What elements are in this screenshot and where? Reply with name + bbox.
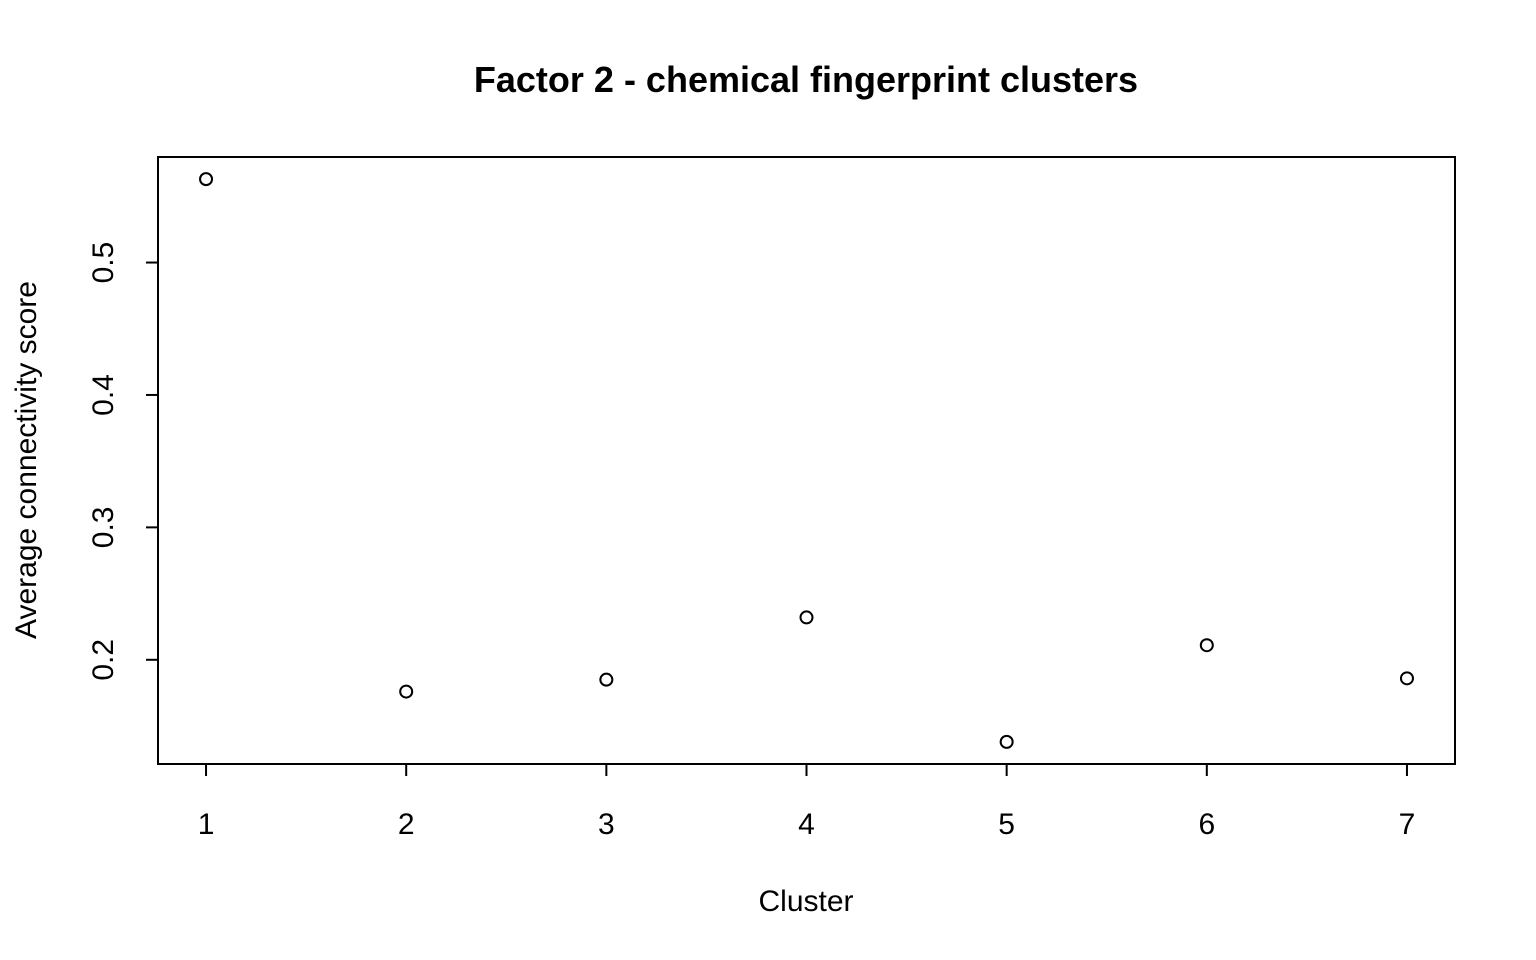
x-axis-label: Cluster <box>758 885 853 918</box>
x-tick-label: 3 <box>598 808 615 841</box>
chart-title: Factor 2 - chemical fingerprint clusters <box>474 59 1138 100</box>
data-point <box>999 734 1014 749</box>
x-tick-label: 7 <box>1399 808 1416 841</box>
x-tick-label: 4 <box>798 808 815 841</box>
x-tick-label: 2 <box>398 808 415 841</box>
y-tick-label: 0.3 <box>87 507 120 549</box>
data-point <box>399 684 414 699</box>
data-point <box>1199 638 1214 653</box>
y-tick-label: 0.4 <box>87 374 120 416</box>
data-point <box>799 610 814 625</box>
y-axis: 0.2 0.3 0.4 0.5 <box>87 242 159 681</box>
data-point <box>199 172 214 187</box>
x-tick-label: 5 <box>998 808 1015 841</box>
x-tick-label: 1 <box>198 808 215 841</box>
data-point <box>1399 671 1414 686</box>
data-point <box>599 672 614 687</box>
y-axis-label: Average connectivity score <box>10 281 43 639</box>
x-axis: 1 2 3 4 5 6 7 <box>198 763 1416 841</box>
y-tick-label: 0.2 <box>87 639 120 681</box>
plot-frame <box>157 156 1456 765</box>
y-tick-label: 0.5 <box>87 242 120 284</box>
data-points <box>199 172 1414 749</box>
x-tick-label: 6 <box>1198 808 1215 841</box>
